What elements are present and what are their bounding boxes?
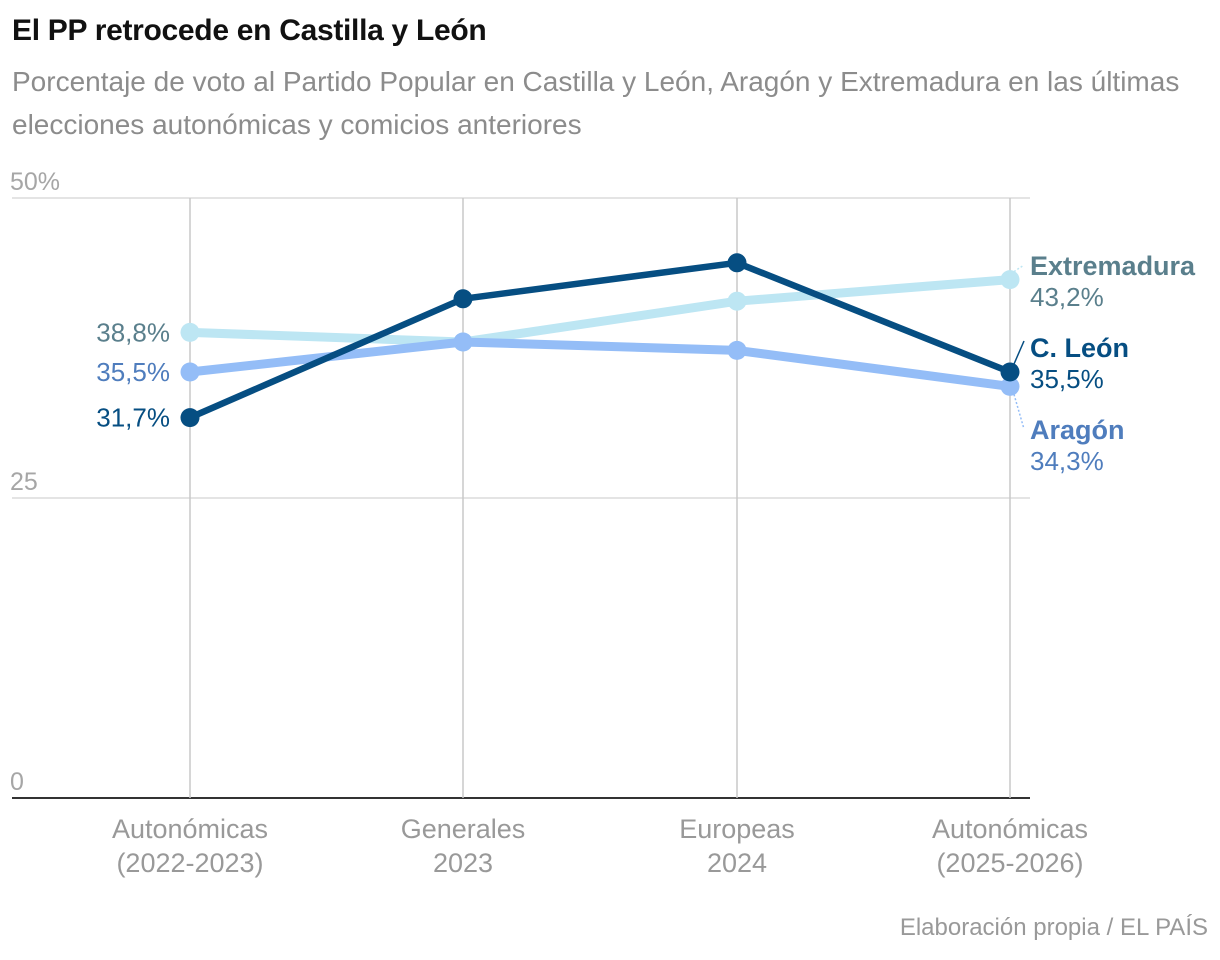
x-tick-label: 2024 bbox=[707, 848, 767, 878]
data-point bbox=[180, 362, 200, 382]
start-value-label: 31,7% bbox=[96, 403, 170, 433]
data-point bbox=[727, 253, 747, 273]
start-value-label: 35,5% bbox=[96, 357, 170, 387]
y-tick-label: 25 bbox=[10, 468, 38, 496]
data-point bbox=[1000, 270, 1020, 290]
series-name-label: Aragón bbox=[1030, 415, 1125, 445]
end-value-label: 43,2% bbox=[1030, 282, 1104, 312]
leader-line bbox=[1013, 264, 1025, 273]
data-point bbox=[453, 289, 473, 309]
data-point bbox=[1000, 362, 1020, 382]
x-tick-label: 2023 bbox=[433, 848, 493, 878]
y-tick-label: 0 bbox=[10, 768, 24, 796]
data-point bbox=[180, 408, 200, 428]
end-value-label: 34,3% bbox=[1030, 446, 1104, 476]
x-tick-label: (2022-2023) bbox=[116, 848, 263, 878]
data-point bbox=[1000, 376, 1020, 396]
x-tick-label: Europeas bbox=[679, 814, 795, 844]
chart-title: El PP retrocede en Castilla y León bbox=[12, 14, 487, 47]
data-point bbox=[453, 332, 473, 352]
x-tick-label: Autonómicas bbox=[112, 814, 268, 844]
leader-line bbox=[1013, 340, 1025, 365]
series-name-label: C. León bbox=[1030, 333, 1129, 363]
data-point bbox=[180, 322, 200, 342]
end-value-label: 35,5% bbox=[1030, 364, 1104, 394]
series-name-label: Extremadura bbox=[1030, 251, 1196, 281]
data-point bbox=[727, 340, 747, 360]
series-line-c-le-n bbox=[186, 259, 1014, 421]
start-value-label: 38,8% bbox=[96, 317, 170, 347]
leader-line bbox=[1013, 394, 1025, 430]
data-point bbox=[727, 291, 747, 311]
x-tick-label: (2025-2026) bbox=[936, 848, 1083, 878]
chart-subtitle: Porcentaje de voto al Partido Popular en… bbox=[12, 66, 1180, 140]
x-tick-label: Generales bbox=[401, 814, 526, 844]
x-tick-label: Autonómicas bbox=[932, 814, 1088, 844]
source-credit: Elaboración propia / EL PAÍS bbox=[899, 914, 1208, 941]
y-tick-label: 50% bbox=[10, 168, 60, 196]
series-line-extremadura bbox=[185, 275, 1015, 347]
